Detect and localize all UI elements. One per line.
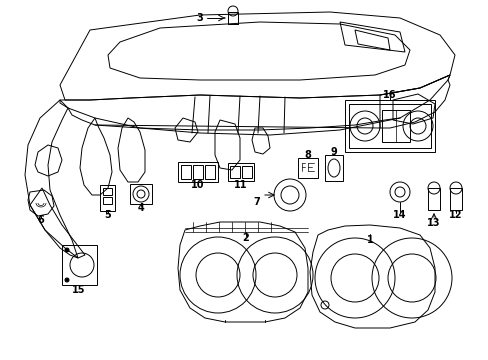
Bar bbox=[345, 100, 434, 152]
Text: 9: 9 bbox=[330, 147, 337, 157]
Text: 15: 15 bbox=[72, 285, 85, 295]
Bar bbox=[103, 197, 112, 204]
Text: 3: 3 bbox=[196, 13, 203, 23]
Text: 6: 6 bbox=[38, 215, 44, 225]
Bar bbox=[204, 165, 215, 179]
Bar bbox=[181, 165, 191, 179]
Bar bbox=[100, 185, 115, 211]
Text: 13: 13 bbox=[427, 218, 440, 228]
Text: 5: 5 bbox=[104, 210, 111, 220]
Text: 10: 10 bbox=[191, 180, 204, 190]
Bar bbox=[348, 104, 430, 148]
Bar bbox=[62, 245, 97, 285]
Bar bbox=[297, 158, 317, 178]
Text: 11: 11 bbox=[234, 180, 247, 190]
Bar bbox=[178, 162, 218, 182]
Circle shape bbox=[65, 278, 69, 282]
Bar bbox=[227, 163, 253, 181]
Bar bbox=[227, 12, 238, 24]
Text: 2: 2 bbox=[242, 233, 249, 243]
Circle shape bbox=[65, 248, 69, 252]
Bar bbox=[193, 165, 203, 179]
Bar bbox=[229, 166, 240, 178]
Text: 12: 12 bbox=[448, 210, 462, 220]
Text: 4: 4 bbox=[137, 203, 144, 213]
Bar bbox=[103, 188, 112, 195]
Text: 1: 1 bbox=[366, 235, 373, 245]
Bar bbox=[381, 110, 409, 142]
Text: 7: 7 bbox=[253, 197, 260, 207]
Bar bbox=[325, 155, 342, 181]
Bar bbox=[449, 188, 461, 210]
Text: 8: 8 bbox=[304, 150, 311, 160]
Bar bbox=[130, 184, 152, 204]
Text: 16: 16 bbox=[383, 90, 396, 100]
Text: 14: 14 bbox=[392, 210, 406, 220]
Bar bbox=[427, 188, 439, 210]
Bar bbox=[242, 166, 251, 178]
